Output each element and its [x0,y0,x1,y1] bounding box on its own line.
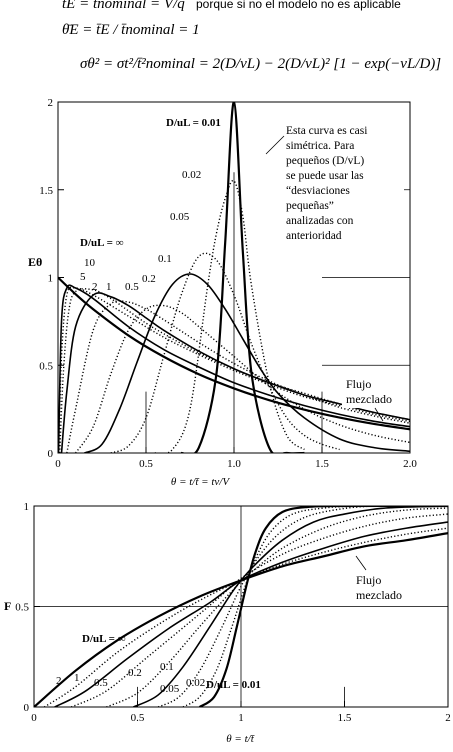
note-line: pequeñas” [286,200,334,212]
series-line-0.5 [70,513,448,707]
curve-label: 0.02 [186,677,205,689]
series-group [34,506,448,707]
curve-label: D/uL = ∞ [80,237,124,249]
y-tick-label: 1 [48,273,54,285]
mixed-label-background [352,570,412,604]
equation-mean-time: t̄E = t̄nominal = V/q [62,0,185,12]
x-axis-title: θ = t/t̄ [226,733,255,745]
mixed-pointer [355,555,367,571]
series-line-1 [60,292,410,453]
series-line-∞ [58,276,410,431]
x-tick-label: 0 [31,712,37,724]
mixed-flow-label-line2: mezclado [356,588,402,602]
note-line: analizadas con [286,215,354,227]
y-tick-label: 1.5 [39,185,53,197]
series-line-0.1 [133,506,448,707]
series-line-2 [59,288,410,453]
series-line-0.05 [110,252,340,453]
x-tick-label: 0 [55,458,61,470]
series-line-0.2 [106,507,448,707]
equations-block: t̄E = t̄nominal = V/q porque si no el mo… [0,0,453,96]
curve-label: 1 [74,672,80,684]
note-line: anterioridad [286,230,342,242]
curve-label: 10 [84,257,96,269]
curve-label: D/uL = ∞ [82,633,126,645]
curve-label: 0.2 [142,273,156,285]
note-line: simétrica. Para [286,140,354,152]
curve-label: 0.05 [160,683,180,695]
equation-line-3: σθ² = σt²/t̄²nominal = 2(D/vL) − 2(D/vL)… [80,56,442,72]
series-line-0.02 [182,506,448,707]
curve-label: D/uL = 0.01 [166,117,221,129]
x-tick-label: 0.5 [139,458,153,470]
curve-label: 1 [106,281,112,293]
series-line-0.01 [198,506,448,707]
note-line: pequeños (D/vL) [286,155,364,167]
curve-label: 2 [92,281,98,293]
equation-note: porque si no el modelo no es aplicable [196,0,401,11]
y-tick-label: 0.5 [39,360,53,372]
curve-label: 0.05 [170,211,190,223]
curve-label: 0.2 [128,667,142,679]
mixed-flow-label-line2: mezclado [346,392,392,406]
mixed-pointer [374,407,384,422]
x-tick-label: 2.0 [403,458,417,470]
x-tick-label: 0.5 [131,712,145,724]
y-tick-label: 1 [24,501,30,513]
series-group [58,102,410,453]
note-line: se puede usar las [286,170,364,182]
x-tick-label: 1 [238,712,244,724]
y-axis-title: F [4,599,11,613]
x-tick-label: 1.5 [315,458,329,470]
series-line-0.01 [180,102,305,453]
x-tick-label: 1.5 [338,712,352,724]
series-line-0.2 [75,304,410,453]
mixed-label-background [342,374,406,408]
equation-line-2: θ̄E = t̄E / t̄nominal = 1 [62,22,200,38]
e-curve-chart: 0 0.5 1.0 1.5 2.0 0 0.5 1 1.5 2 Eθ θ = t/t̄ = tv/V D… [28,97,417,488]
y-tick-label: 0.5 [15,602,29,614]
curve-label: 0.5 [125,281,139,293]
curve-label: 2 [56,675,62,687]
series-line-10 [58,284,410,453]
note-line: Esta curva es casi [286,125,367,137]
y-tick-label: 2 [48,97,54,109]
curve-label: 0.1 [158,253,172,265]
x-tick-label: 1.0 [227,458,241,470]
y-axis-title: Eθ [28,255,42,269]
y-tick-label: 0 [24,702,30,714]
curve-label: 0.5 [94,677,108,689]
curve-label: 0.1 [160,661,174,673]
mixed-flow-label-line1: Flujo [346,377,371,391]
x-axis-title: θ = t/t̄ = tv/V [171,476,230,488]
series-line-0.1 [84,273,410,453]
note-background [282,120,404,248]
note-pointer [265,135,285,155]
curve-label: D/uL = 0.01 [206,679,261,691]
mixed-flow-label-line1: Flujo [356,573,381,587]
curve-label: 5 [80,271,86,283]
x-tick-label: 2 [445,712,451,724]
series-line-0.5 [66,300,410,453]
y-tick-label: 0 [48,448,54,460]
note-line: “desviaciones [286,185,350,197]
equation-line-1: t̄E = t̄nominal = V/q porque si no el mo… [62,0,401,13]
curve-label: 0.02 [182,169,201,181]
